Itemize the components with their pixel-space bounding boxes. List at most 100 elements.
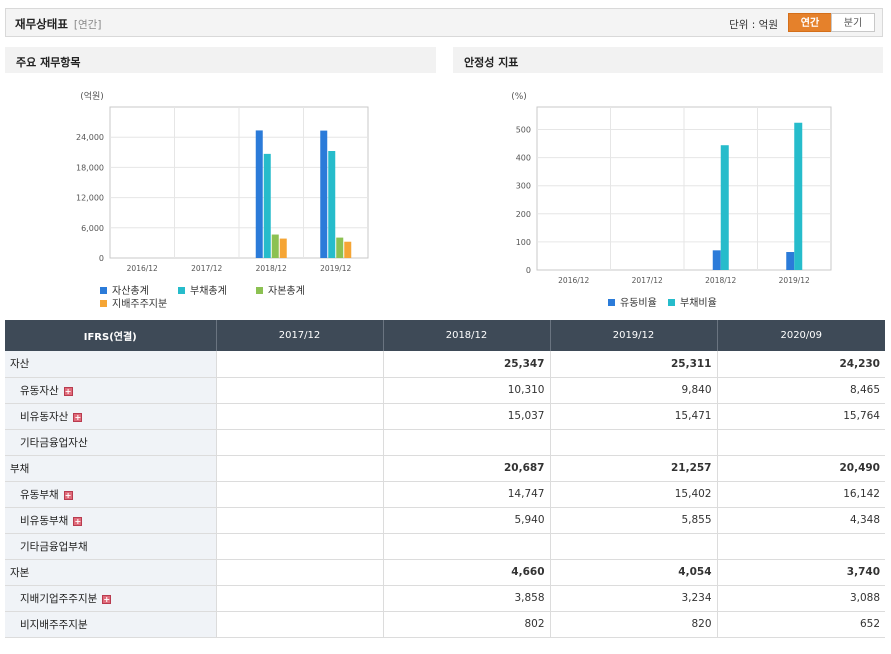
- table-cell: 3,088: [716, 585, 885, 612]
- table-header-row: IFRS(연결) 2017/12 2018/12 2019/12 2020/09: [5, 320, 885, 351]
- table-cell: 15,471: [549, 403, 717, 430]
- row-label[interactable]: 유동부채 +: [5, 481, 216, 508]
- table-cell: [549, 429, 717, 456]
- bar-4-2018-12[interactable]: [279, 238, 287, 258]
- table-cell: 24,230: [716, 351, 885, 378]
- page-title: 재무상태표 [연간]: [15, 16, 101, 32]
- legend-item[interactable]: 유동비율: [608, 294, 657, 309]
- bar-1-2018-12[interactable]: [712, 250, 721, 270]
- table-cell: [215, 585, 383, 612]
- row-label-text: 부채: [10, 462, 30, 475]
- plot-area: 0 6,000 12,000 18,000 24,000 (억원) 2016/12 2017/…: [76, 90, 369, 273]
- expand-plus-icon[interactable]: +: [63, 386, 73, 396]
- bar-2-2019-12[interactable]: [328, 151, 336, 258]
- quarterly-button[interactable]: 분기: [831, 13, 875, 32]
- key-items-panel-header: 주요 재무항목: [5, 47, 436, 73]
- legend-label: 부채총계: [190, 286, 227, 297]
- y-tick-label: 300: [516, 182, 531, 191]
- expand-plus-icon[interactable]: +: [102, 594, 112, 604]
- row-label-text: 유동부채: [20, 488, 59, 501]
- bar-1-2019-12[interactable]: [320, 130, 328, 258]
- y-tick-label: 24,000: [76, 133, 104, 142]
- bar-4-2019-12[interactable]: [344, 241, 352, 258]
- x-tick-label: 2016/12: [127, 264, 158, 273]
- table-cell: [382, 429, 550, 456]
- table-cell: [215, 481, 383, 508]
- y-tick-label: 400: [516, 154, 531, 163]
- table-row: 비유동자산 + 15,037 15,471 15,764: [5, 403, 885, 430]
- table-row: 유동부채 +14,747 15,402 16,142: [5, 481, 885, 508]
- table-cell: 21,257: [549, 455, 717, 482]
- row-label-text: 자산: [10, 358, 30, 371]
- row-label: 기타금융업부채: [5, 533, 216, 560]
- bar-3-2018-12[interactable]: [271, 234, 279, 258]
- bar-1-2018-12[interactable]: [255, 130, 263, 258]
- table-cell: 14,747: [382, 481, 550, 508]
- stability-title: 안정성 지표: [464, 56, 519, 69]
- legend-swatch: [100, 300, 107, 307]
- y-tick-label: 12,000: [76, 194, 104, 203]
- table-cell: 10,310: [382, 377, 550, 404]
- table-row: 비지배주주지분 802 820 652: [5, 611, 885, 638]
- annual-button[interactable]: 연간: [788, 13, 832, 32]
- row-label-text: 비유동부채: [20, 514, 69, 527]
- bar-1-2019-12[interactable]: [786, 252, 795, 270]
- row-label: 자본: [5, 559, 216, 586]
- bar-3-2019-12[interactable]: [336, 237, 344, 258]
- legend-label: 지배주주지분: [112, 299, 168, 310]
- row-label: 자산: [5, 351, 216, 378]
- table-cell: 25,311: [549, 351, 717, 378]
- table-row: 자본 4,660 4,054 3,740: [5, 559, 885, 586]
- expand-plus-icon[interactable]: +: [63, 490, 73, 500]
- legend-item[interactable]: 지배주주지분: [100, 295, 167, 310]
- legend-label: 자산총계: [112, 286, 149, 297]
- stability-panel-header: 안정성 지표: [453, 47, 883, 73]
- table-cell: [549, 533, 717, 560]
- x-tick-label: 2019/12: [779, 276, 810, 285]
- table-cell: [716, 429, 885, 456]
- row-label[interactable]: 비유동자산 +: [5, 403, 216, 430]
- table-row: 기타금융업부채: [5, 533, 885, 560]
- row-label-text: 지배기업주주지분: [20, 592, 98, 605]
- table-cell: [215, 507, 383, 534]
- table-cell: 15,037: [382, 403, 550, 430]
- table-cell: 5,855: [549, 507, 717, 534]
- bar-2-2019-12[interactable]: [794, 122, 803, 270]
- legend-item[interactable]: 자본총계: [256, 282, 305, 297]
- table-cell: 5,940: [382, 507, 550, 534]
- y-tick-label: 500: [516, 125, 531, 134]
- expand-plus-icon[interactable]: +: [73, 516, 83, 526]
- row-label-text: 기타금융업자산: [20, 436, 88, 449]
- table-cell: 8,465: [716, 377, 885, 404]
- table-cell: 4,054: [549, 559, 717, 586]
- legend-item[interactable]: 부채비율: [668, 294, 717, 309]
- table-cell: 15,764: [716, 403, 885, 430]
- y-tick-label: 100: [516, 238, 531, 247]
- table-cell: [215, 455, 383, 482]
- row-label-text: 비지배주주지분: [20, 618, 88, 631]
- balance-sheet-table: IFRS(연결) 2017/12 2018/12 2019/12 2020/09…: [5, 320, 885, 638]
- x-tick-label: 2016/12: [558, 276, 589, 285]
- table-row: 자산 25,347 25,311 24,230: [5, 351, 885, 378]
- row-label[interactable]: 지배기업주주지분 +: [5, 585, 216, 612]
- legend-label: 자본총계: [268, 286, 305, 297]
- y-tick-label: 18,000: [76, 163, 104, 172]
- legend-item[interactable]: 자산총계: [100, 282, 149, 297]
- legend-item[interactable]: 부채총계: [178, 282, 227, 297]
- bar-2-2018-12[interactable]: [263, 153, 271, 258]
- table-cell: 4,348: [716, 507, 885, 534]
- legend-label: 부채비율: [680, 298, 717, 309]
- x-tick-label: 2017/12: [632, 276, 663, 285]
- row-label[interactable]: 비유동부채 +: [5, 507, 216, 534]
- row-label[interactable]: 유동자산 +: [5, 377, 216, 404]
- x-tick-label: 2018/12: [256, 264, 287, 273]
- expand-plus-icon[interactable]: +: [73, 412, 83, 422]
- plot-area: 0 100 200 300 400 500 (%) 2016/12 2017/12 2018/12…: [511, 92, 832, 285]
- table-cell: [215, 351, 383, 378]
- key-items-title: 주요 재무항목: [16, 56, 81, 69]
- bar-2-2018-12[interactable]: [720, 145, 729, 270]
- key-items-chart: 0 6,000 12,000 18,000 24,000 (억원) 2016/12 2017/…: [76, 90, 369, 273]
- table-cell: 16,142: [716, 481, 885, 508]
- statement-header: 재무상태표 [연간] 단위 : 억원 연간 분기: [5, 8, 883, 37]
